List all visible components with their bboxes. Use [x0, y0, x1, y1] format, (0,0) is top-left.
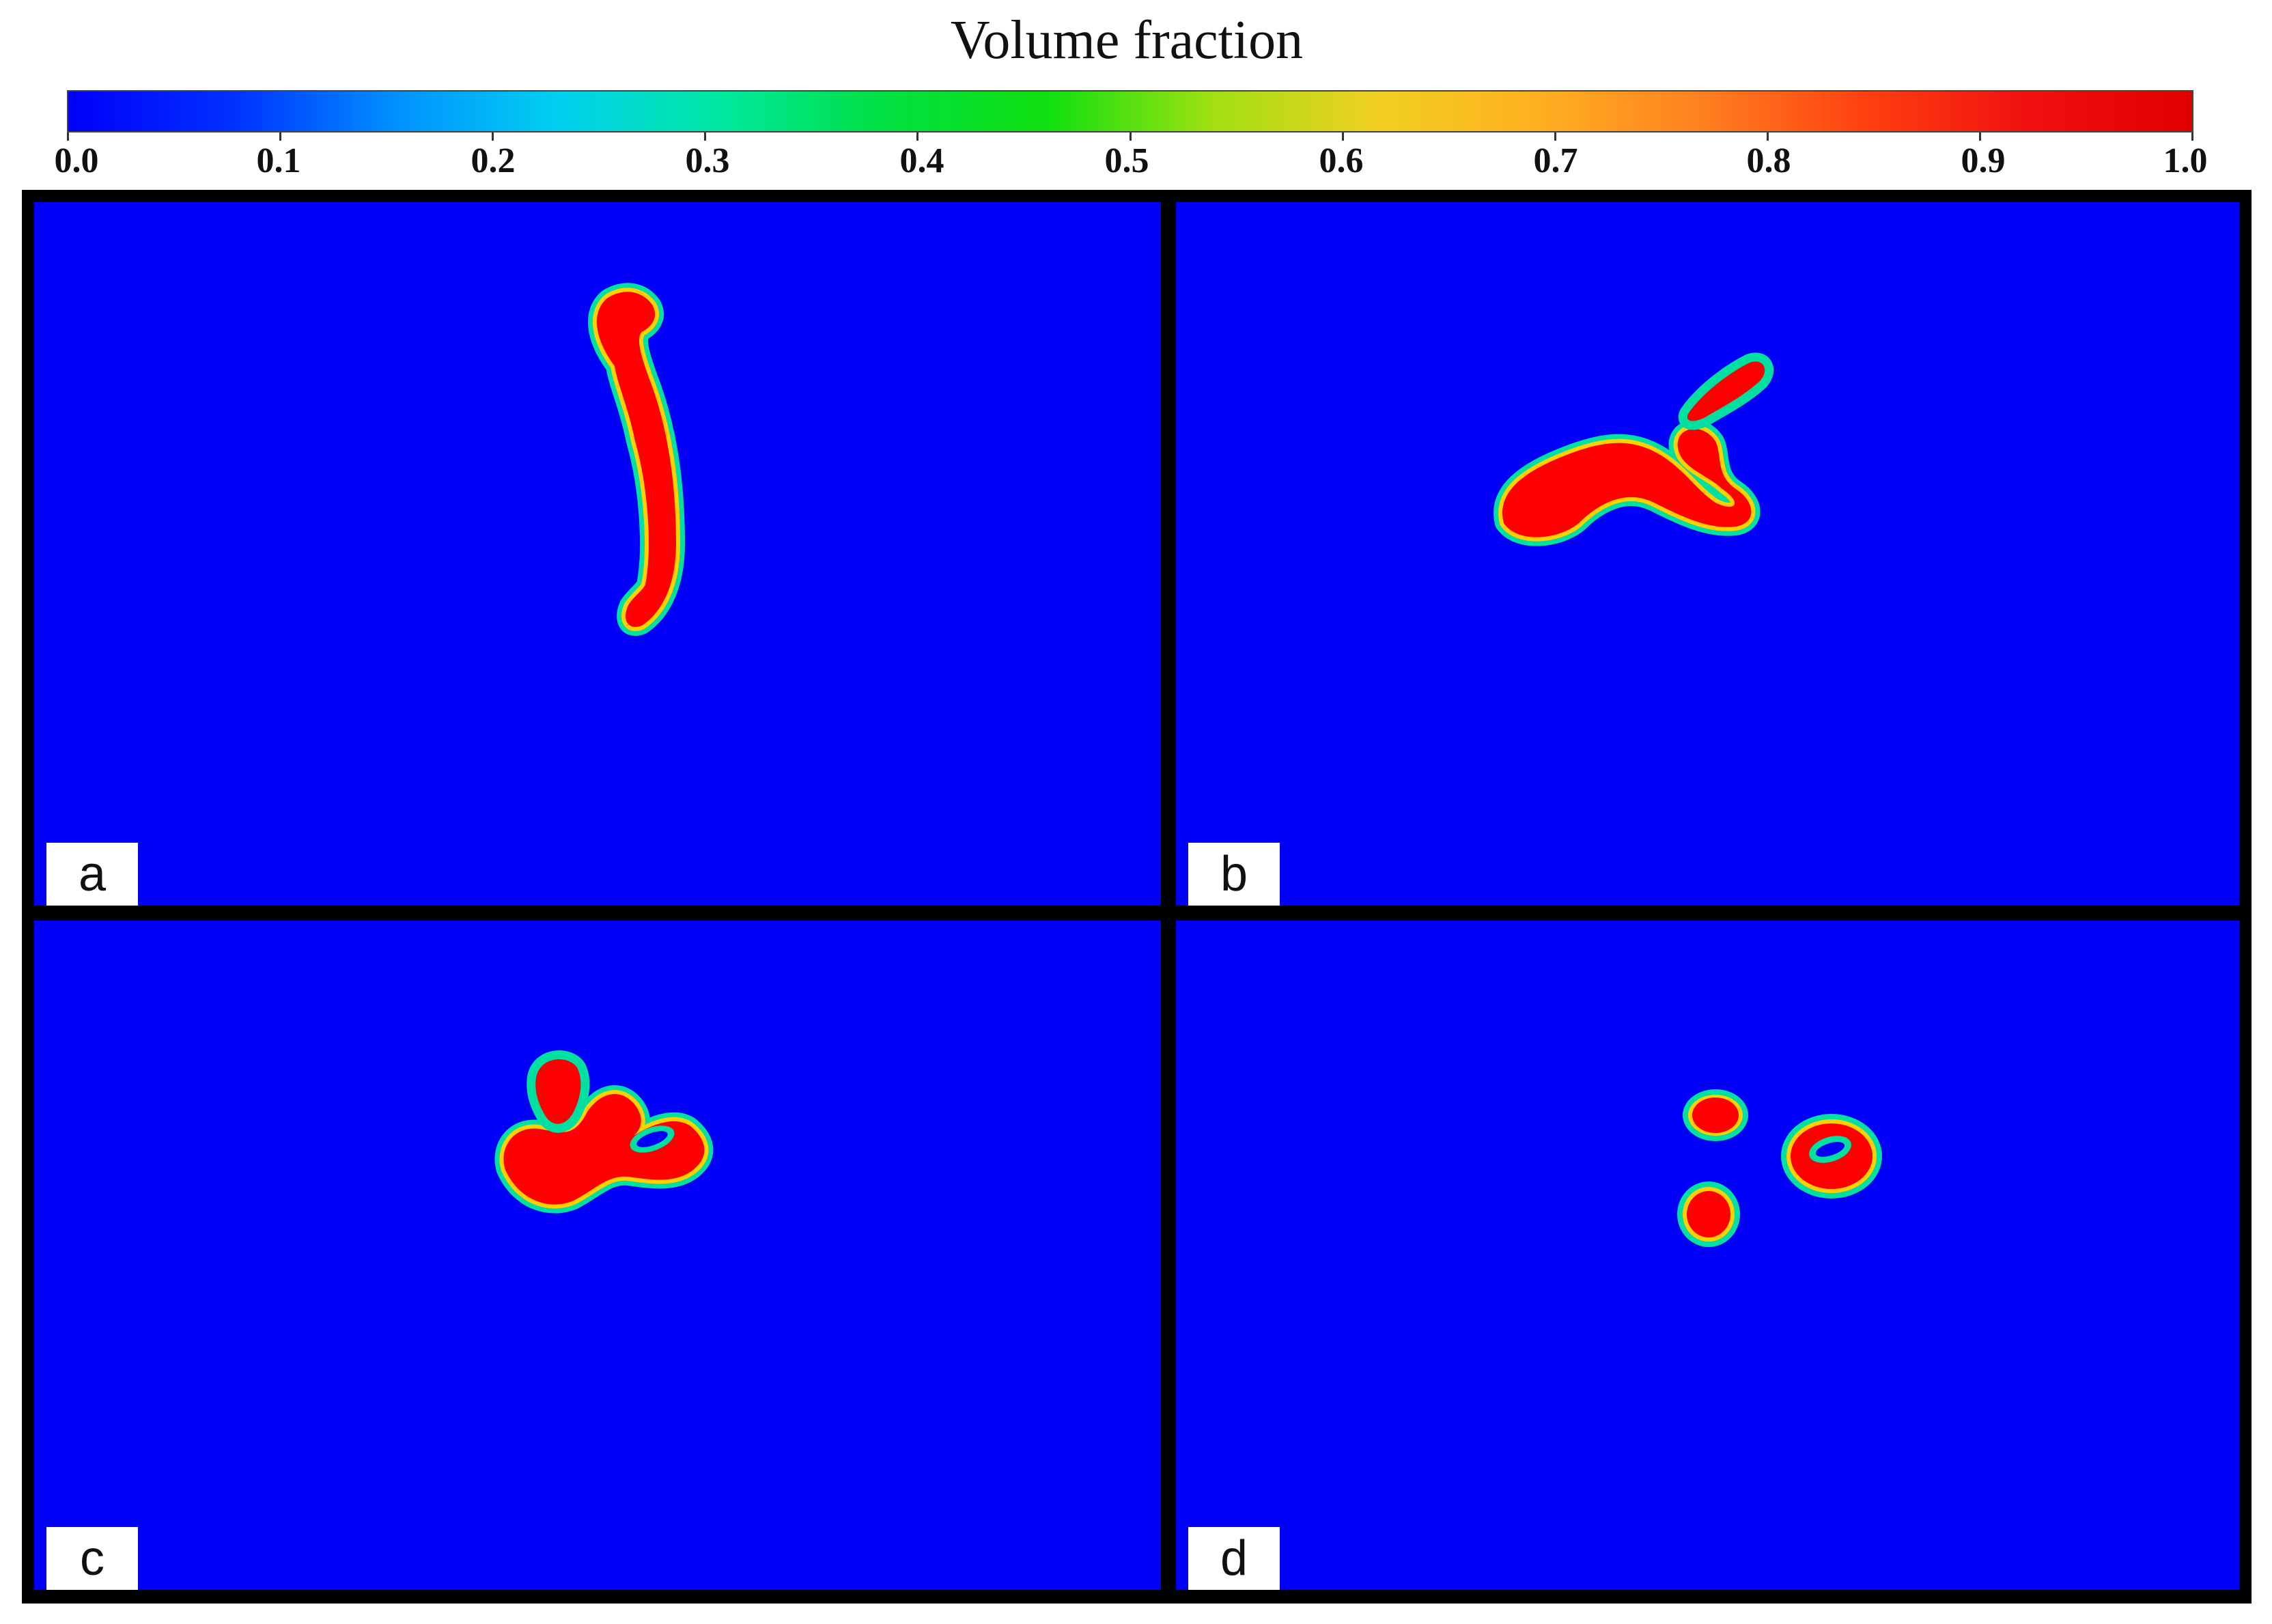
colorbar-tick-mark [1342, 132, 1344, 141]
panel-c: c [34, 921, 1161, 1590]
colorbar-tick-mark [1130, 132, 1132, 141]
droplet-deformed [1493, 352, 1774, 546]
colorbar-tick-label: 0.0 [54, 141, 99, 180]
colorbar-tick-mark [916, 132, 918, 141]
colorbar-tick-label: 0.6 [1319, 141, 1364, 180]
panel-a: a [34, 202, 1161, 906]
colorbar-tick-labels: 0.0 0.1 0.2 0.3 0.4 0.5 0.6 0.7 0.8 0.9 … [0, 141, 2272, 195]
colorbar-tick-mark [492, 132, 494, 141]
colorbar-title: Volume fraction [950, 10, 1304, 70]
panel-d-label: d [1188, 1527, 1280, 1590]
colorbar-tick-mark [1767, 132, 1769, 141]
colorbar-tick-mark [704, 132, 706, 141]
colorbar-tick-label: 0.7 [1533, 141, 1578, 180]
panel-a-field [588, 283, 685, 636]
panel-b: b [1176, 202, 2239, 906]
colorbar-tick-label: 1.0 [2163, 141, 2208, 180]
colorbar-tick-label: 0.9 [1961, 141, 2006, 180]
panel-d-field [1677, 1089, 1882, 1247]
colorbar-tick-label: 0.3 [685, 141, 730, 180]
droplet-elongated [588, 283, 685, 636]
colorbar-tick-mark [67, 132, 69, 141]
panel-c-field [494, 1050, 714, 1214]
colorbar-tick-mark [279, 132, 281, 141]
colorbar-tick-label: 0.5 [1104, 141, 1149, 180]
colorbar-tick-mark [1979, 132, 1981, 141]
colorbar-gradient [67, 90, 2193, 132]
colorbar-tick-label: 0.8 [1746, 141, 1791, 180]
panel-b-field [1493, 352, 1774, 546]
colorbar-tick-mark [2191, 132, 2193, 141]
droplet-fragments [1677, 1089, 1882, 1247]
colorbar-ticks [67, 132, 2193, 142]
panel-a-label: a [46, 843, 138, 906]
colorbar-tick-label: 0.1 [256, 141, 301, 180]
colorbar-tick-mark [1554, 132, 1556, 141]
droplet-breakup [494, 1050, 714, 1214]
figure-frame: a b c [22, 190, 2252, 1604]
colorbar-tick-label: 0.4 [899, 141, 944, 180]
panel-d: d [1176, 921, 2239, 1590]
panel-c-label: c [46, 1527, 138, 1590]
panel-b-label: b [1188, 843, 1280, 906]
colorbar-tick-label: 0.2 [471, 141, 516, 180]
